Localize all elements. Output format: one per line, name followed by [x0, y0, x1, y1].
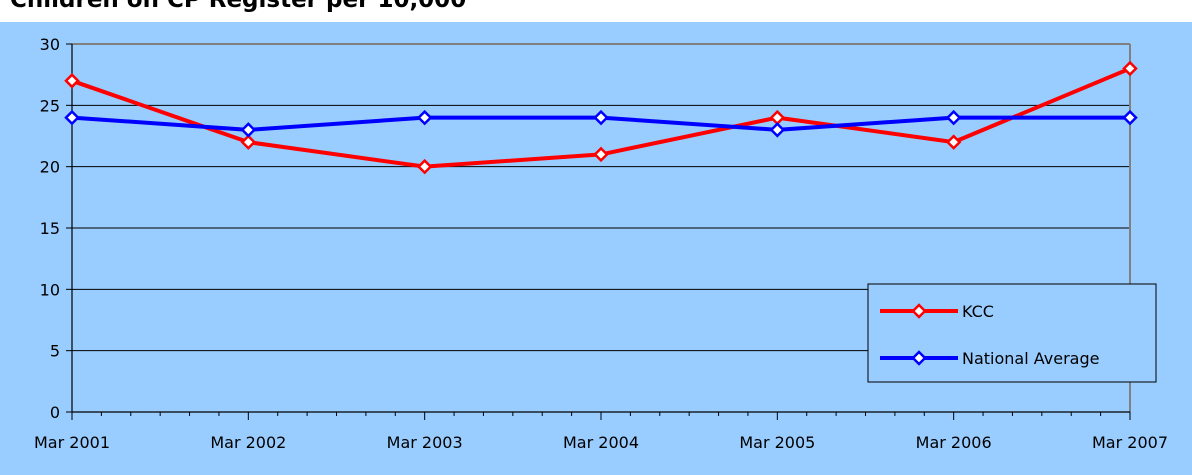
data-point [240, 122, 257, 138]
chart-title: Children on CP Register per 10,000 [10, 0, 467, 13]
data-point [240, 134, 257, 150]
data-point [64, 73, 80, 89]
data-point [64, 109, 80, 126]
x-tick-label: Mar 2006 [916, 433, 992, 452]
series-lines [64, 60, 1138, 175]
y-tick-label: 15 [40, 219, 60, 238]
gridlines [72, 43, 1130, 412]
y-tick-label: 10 [40, 280, 60, 299]
legend-label: National Average [962, 349, 1099, 368]
data-point [1122, 60, 1138, 77]
legend-label: KCC [962, 302, 994, 321]
legend: KCC National Average [867, 283, 1157, 383]
data-point [1122, 109, 1138, 126]
axes: 0 5 10 15 20 25 30 Mar 2001 Mar 2002 Mar 2003 Mar … [34, 35, 1168, 452]
x-tick-label: Mar 2004 [563, 433, 639, 452]
x-tick-label: Mar 2001 [34, 433, 110, 452]
chart-canvas: 0 5 10 15 20 25 30 Mar 2001 Mar 2002 Mar 2003 Mar … [0, 22, 1192, 475]
legend-marker [911, 350, 927, 366]
data-point [945, 109, 962, 126]
legend-item: National Average [880, 349, 1099, 368]
y-tick-label: 30 [40, 35, 60, 54]
legend-box [867, 283, 1157, 383]
x-tick-label: Mar 2002 [210, 433, 286, 452]
y-tick-label: 20 [40, 158, 60, 177]
series-kcc [64, 60, 1138, 175]
data-point [769, 122, 786, 138]
y-tick-label: 25 [40, 96, 60, 115]
x-tick-label: Mar 2005 [739, 433, 815, 452]
data-point [416, 109, 433, 126]
legend-item: KCC [880, 302, 994, 321]
x-tick-label: Mar 2007 [1092, 433, 1168, 452]
series-national-average [64, 109, 1138, 138]
data-point [416, 158, 433, 175]
data-point [593, 109, 609, 126]
x-tick-label: Mar 2003 [387, 433, 463, 452]
data-point [945, 134, 962, 150]
data-point [593, 146, 609, 163]
y-tick-label: 5 [50, 342, 60, 361]
line-chart: 0 5 10 15 20 25 30 Mar 2001 Mar 2002 Mar 2003 Mar … [34, 35, 1168, 452]
y-tick-label: 0 [50, 403, 60, 422]
legend-marker [911, 303, 927, 319]
